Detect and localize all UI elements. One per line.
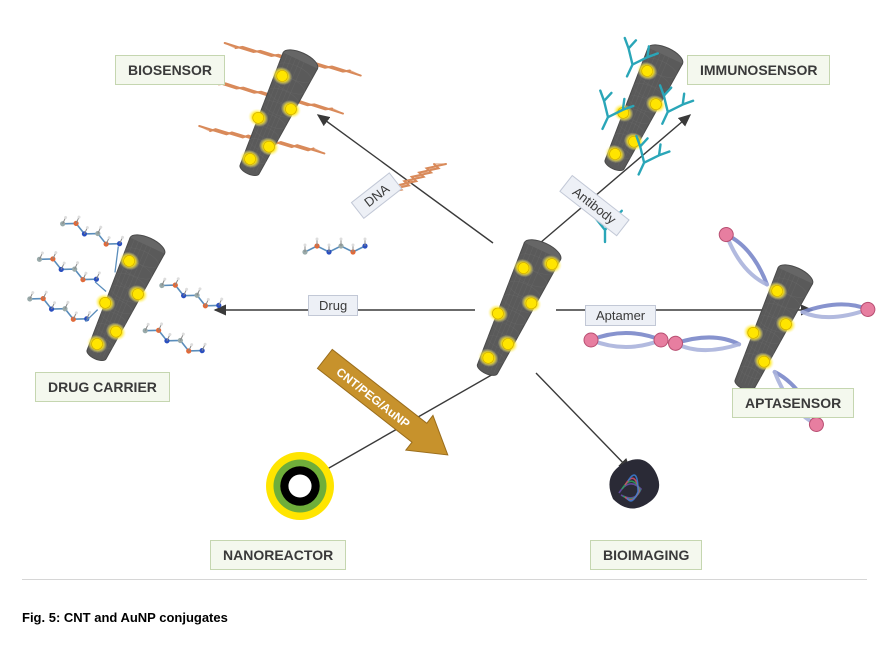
tag-drug: Drug <box>308 295 358 316</box>
label-aptasensor: APTASENSOR <box>732 388 854 418</box>
svg-text:CNT/PEG/AuNP: CNT/PEG/AuNP <box>334 365 413 431</box>
figure-caption: Fig. 5: CNT and AuNP conjugates <box>22 610 228 625</box>
label-nanoreactor: NANOREACTOR <box>210 540 346 570</box>
label-immunosensor: IMMUNOSENSOR <box>687 55 830 85</box>
label-bioimaging: BIOIMAGING <box>590 540 702 570</box>
label-drugcarrier: DRUG CARRIER <box>35 372 170 402</box>
label-biosensor: BIOSENSOR <box>115 55 225 85</box>
tag-aptamer: Aptamer <box>585 305 656 326</box>
diagram-canvas: CNT/PEG/AuNP BIOSENSOR IMMUNOSENSOR DRUG C… <box>0 0 889 580</box>
diagram-svg: CNT/PEG/AuNP <box>0 0 889 580</box>
